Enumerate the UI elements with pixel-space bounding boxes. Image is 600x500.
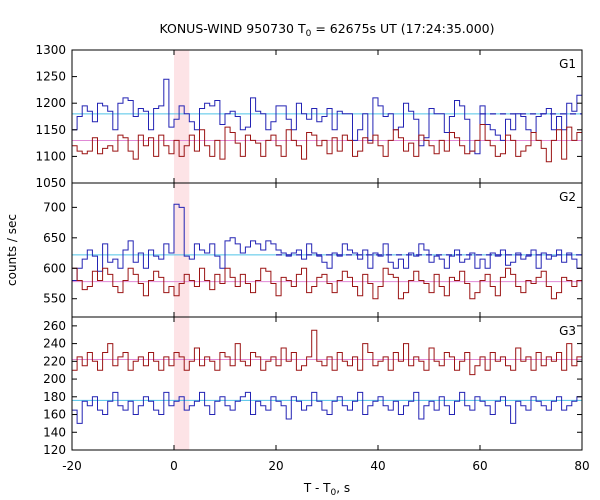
x-axis: -20 0 20 40 60 80 [62, 459, 589, 473]
series-blue [72, 391, 582, 424]
highlight-band [174, 50, 190, 183]
y-tick-label: 600 [43, 261, 66, 275]
panel-label: G2 [559, 190, 576, 204]
highlight-band [174, 317, 190, 450]
y-tick-label: 1250 [35, 70, 66, 84]
y-tick-label: 140 [43, 425, 66, 439]
panel-g1: 1050 1100 1150 1200 1250 1300 G1 [35, 43, 583, 190]
y-tick-label: 700 [43, 200, 66, 214]
series-red [72, 267, 582, 300]
y-tick-label: 650 [43, 231, 66, 245]
y-tick-label: 240 [43, 337, 66, 351]
y-tick-label: 1100 [35, 149, 66, 163]
series-blue [72, 78, 582, 155]
series-red [72, 124, 582, 163]
y-tick-label: 260 [43, 319, 66, 333]
y-tick-label: 1150 [35, 123, 66, 137]
x-tick-label: 0 [170, 459, 178, 473]
panel-frame [71, 316, 583, 451]
panels: 1050 1100 1150 1200 1250 1300 G1 550 600 650 700 G2… [35, 43, 583, 457]
y-tick-label: 1300 [35, 43, 66, 57]
chart-title: KONUS-WIND 950730 T0 = 62675s UT (17:24:… [159, 21, 494, 39]
panel-label: G1 [559, 57, 576, 71]
series-blue [72, 203, 582, 281]
x-tick-label: -20 [62, 459, 82, 473]
y-tick-label: 1050 [35, 176, 66, 190]
y-tick-label: 160 [43, 408, 66, 422]
y-axis-label: counts / sec [5, 214, 19, 286]
series-red [72, 329, 582, 376]
y-tick-label: 120 [43, 443, 66, 457]
y-tick-label: 550 [43, 292, 66, 306]
y-tick-label: 1200 [35, 96, 66, 110]
panel-label: G3 [559, 324, 576, 338]
y-tick-label: 200 [43, 372, 66, 386]
panel-g2: 550 600 650 700 G2 [43, 182, 583, 318]
x-axis-label: T - T0, s [303, 481, 350, 498]
highlight-band [174, 183, 190, 317]
x-tick-label: 40 [370, 459, 385, 473]
x-tick-label: 80 [574, 459, 589, 473]
y-tick-label: 180 [43, 390, 66, 404]
x-tick-label: 60 [472, 459, 487, 473]
panel-g3: 120 140 160 180 200 220 240 260 G3 [43, 316, 583, 457]
x-tick-label: 20 [268, 459, 283, 473]
y-tick-label: 220 [43, 354, 66, 368]
